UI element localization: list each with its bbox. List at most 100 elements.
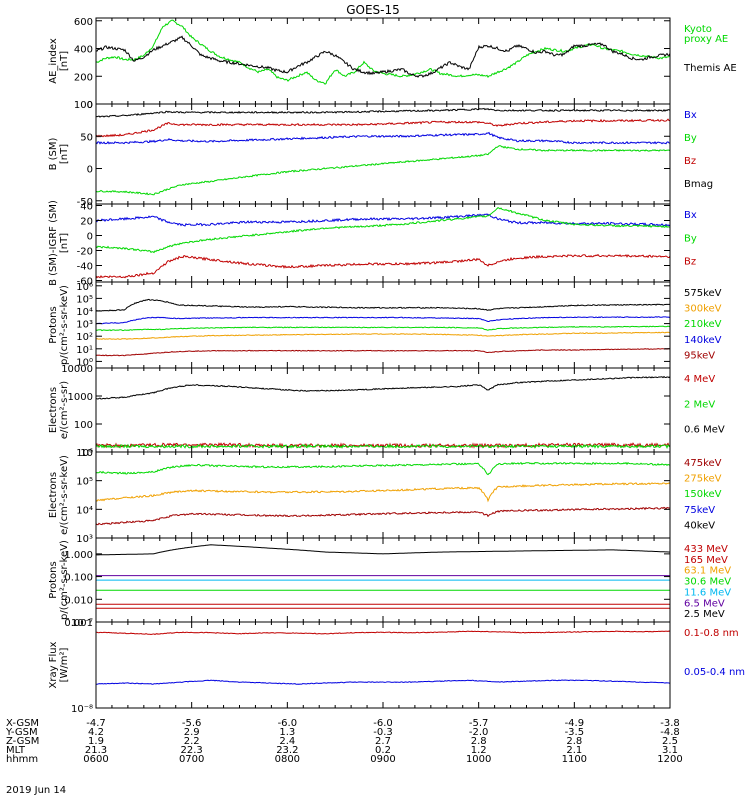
legend-label: 300keV — [684, 304, 722, 315]
y-axis-label: p/(cm²-s-sr-keV) — [59, 285, 70, 365]
y-tick-label: 10⁶ — [76, 448, 93, 459]
legend-label: 0.05-0.4 nm — [684, 667, 745, 678]
y-tick-label: 0 — [87, 165, 93, 176]
series-line-bx — [96, 131, 670, 145]
legend-label: 433 MeV — [684, 544, 728, 555]
y-tick-label: 10⁴ — [76, 505, 93, 516]
series-line-bmag — [96, 107, 670, 118]
ephemeris-value: 1000 — [466, 754, 491, 765]
ephemeris-row-name: Y-GSM — [5, 727, 38, 738]
ephemeris-value: 2.5 — [662, 736, 678, 747]
y-tick-label: 0.001 — [64, 618, 93, 629]
panel-bsm: -50 0 50 100 B (SM) [nT] Bx By Bz Bmag — [48, 100, 713, 208]
y-axis-label: Protons — [48, 561, 59, 598]
y-tick-label: 10 — [80, 448, 93, 459]
y-tick-label: -50 — [77, 197, 93, 208]
legend-label: 4 MeV — [684, 374, 715, 385]
legend-label: Bz — [684, 156, 696, 167]
legend-label: 165 MeV — [684, 555, 728, 566]
ephemeris-value: 4.2 — [88, 727, 104, 738]
legend-label: Kyoto — [684, 24, 712, 35]
y-tick-label: 10⁻⁸ — [71, 704, 93, 715]
ephemeris-value: -3.8 — [660, 718, 680, 729]
legend-label: Bx — [684, 210, 697, 221]
y-axis-label: B (SM) — [48, 137, 59, 170]
date-label: 2019 Jun 14 — [6, 785, 66, 796]
series-line-2-5-mev — [96, 544, 670, 556]
ephemeris-value: 22.3 — [181, 745, 203, 756]
panel-frame — [95, 281, 671, 369]
ephemeris-value: 0900 — [370, 754, 395, 765]
y-tick-label: 0.100 — [64, 573, 93, 584]
series-line-by — [96, 145, 670, 196]
series-line-575kev — [96, 298, 670, 312]
y-tick-label: 20 — [80, 217, 93, 228]
ephemeris-value: 2.8 — [566, 736, 582, 747]
series-line-by — [96, 206, 670, 254]
y-axis-label: Protons — [48, 306, 59, 343]
panel-frame — [95, 103, 671, 205]
y-axis-label: [W/m²] — [59, 647, 70, 682]
y-tick-label: 10¹ — [76, 345, 93, 356]
y-axis-label: Electrons — [48, 387, 59, 433]
panel-frame — [95, 367, 671, 453]
ephemeris-value: 0700 — [179, 754, 204, 765]
y-tick-label: -60 — [77, 277, 93, 288]
ephemeris-value: 3.1 — [662, 745, 678, 756]
y-tick-label: 400 — [74, 45, 93, 56]
series-line-bz — [96, 253, 670, 279]
legend-label: 0.6 MeV — [684, 425, 725, 436]
ephemeris-value: 23.2 — [276, 745, 298, 756]
series-line-210kev — [96, 325, 670, 332]
ephemeris-row-name: X-GSM — [6, 718, 39, 729]
series-line-4-mev — [96, 442, 670, 449]
ephemeris-value: 1.2 — [471, 745, 487, 756]
panel-frame — [95, 621, 671, 709]
ephemeris-value: 2.8 — [471, 736, 487, 747]
series-line-themis-ae — [96, 35, 670, 78]
ephemeris-value: -5.6 — [182, 718, 202, 729]
legend-label: 475keV — [684, 458, 722, 469]
ephemeris-value: 2.1 — [566, 745, 582, 756]
legend-label: Bmag — [684, 179, 713, 190]
y-axis-label: Electrons — [48, 472, 59, 518]
panel-electrons_kev: 10³ 10⁴ 10⁵ 10⁶ Electrons e/(cm²-s-sr-keV) 475… — [48, 448, 722, 545]
series-line-0-05-0-4-nm — [96, 679, 670, 685]
legend-label: 40keV — [684, 520, 715, 531]
legend-label: 6.5 MeV — [684, 598, 725, 609]
y-tick-label: 10⁴ — [76, 307, 93, 318]
y-axis-label: AE_index — [48, 38, 59, 84]
legend-label: 275keV — [684, 474, 722, 485]
ephemeris-value: 2.4 — [279, 736, 295, 747]
y-tick-label: 10³ — [76, 534, 93, 545]
legend-label: 140keV — [684, 335, 722, 346]
panel-electrons_mev: 10 100 1000 10000 Electrons e/(cm²-s-sr) 4 MeV… — [48, 364, 725, 459]
legend-label: 95keV — [684, 350, 715, 361]
y-tick-label: 10⁵ — [76, 477, 93, 488]
ephemeris-value: -3.5 — [565, 727, 585, 738]
ephemeris-row-name: MLT — [6, 745, 26, 756]
ephemeris-value: -6.0 — [373, 718, 393, 729]
panel-xray: 10⁻⁸ 10⁻⁷ Xray Flux [W/m²] 0.1-0.8 nm 0.05-0.… — [48, 618, 745, 715]
legend-label: 150keV — [684, 489, 722, 500]
legend-label: 2 MeV — [684, 399, 715, 410]
y-tick-label: 10⁻⁷ — [71, 618, 93, 629]
y-tick-label: -20 — [77, 247, 93, 258]
y-tick-label: 200 — [74, 72, 93, 83]
legend-label: By — [684, 133, 697, 144]
y-axis-label: B (SM)-IGRF (SM) — [48, 200, 59, 286]
chart-title: GOES-15 — [346, 3, 400, 17]
ephemeris-value: -4.9 — [565, 718, 585, 729]
series-line-275kev — [96, 482, 670, 503]
legend-label: 210keV — [684, 319, 722, 330]
ephemeris-value: 2.2 — [184, 736, 200, 747]
legend-label: Themis AE — [683, 63, 737, 74]
y-axis-label: [nT] — [59, 233, 70, 253]
legend-label: 75keV — [684, 505, 715, 516]
y-tick-label: 0 — [87, 100, 93, 111]
y-tick-label: 0.010 — [64, 595, 93, 606]
series-line-95kev — [96, 347, 670, 357]
